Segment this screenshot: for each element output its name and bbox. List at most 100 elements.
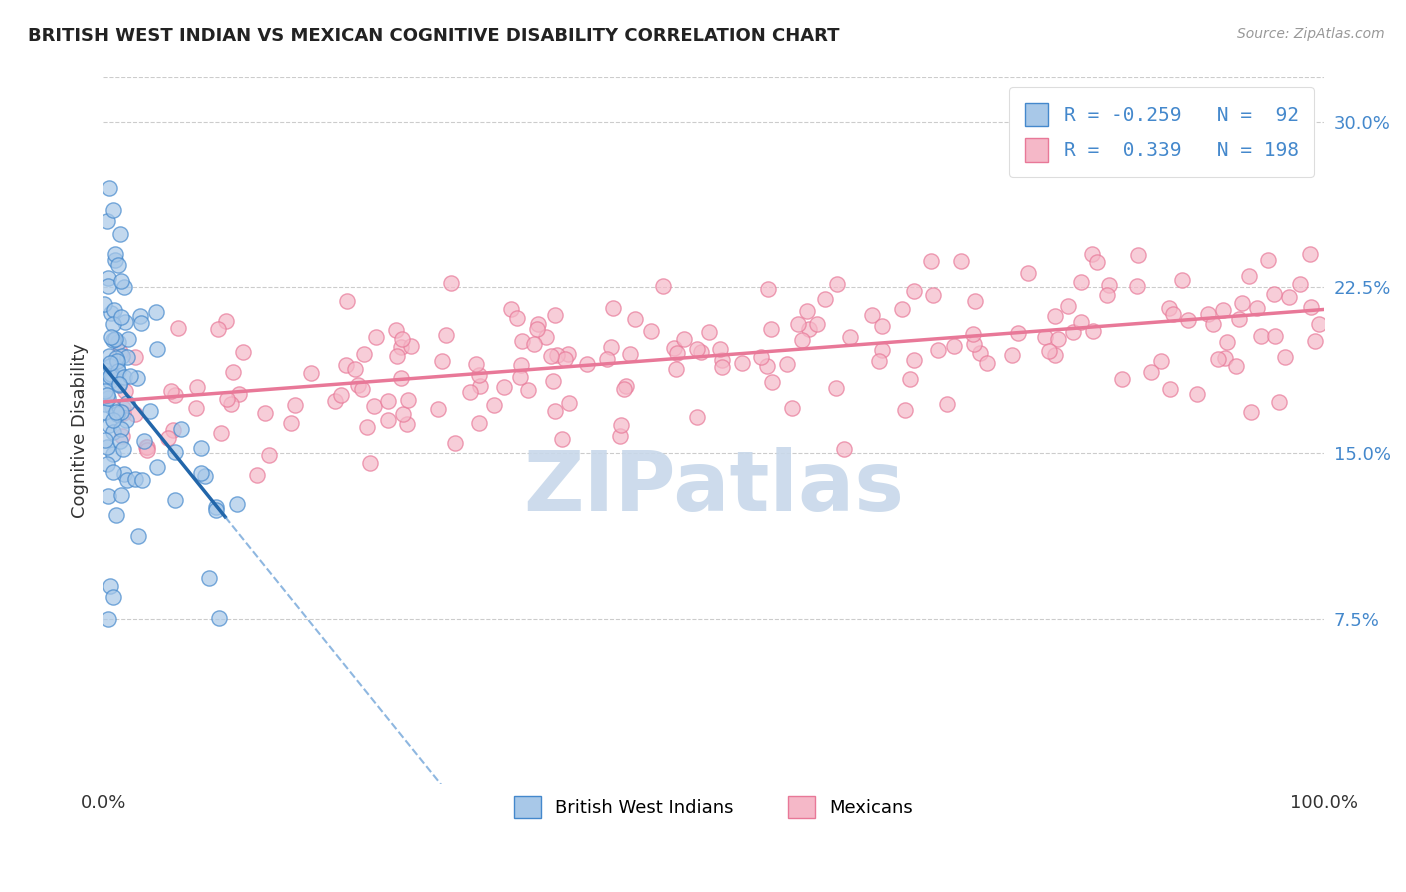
Point	[610, 418, 633, 433]
Point	[221, 365, 243, 379]
Point	[136, 440, 159, 454]
Point	[440, 276, 463, 290]
Point	[1038, 343, 1060, 358]
Point	[391, 332, 413, 346]
Point	[1080, 247, 1102, 261]
Point	[165, 492, 187, 507]
Point	[93, 384, 115, 398]
Point	[872, 319, 894, 334]
Point	[1177, 312, 1199, 326]
Point	[623, 312, 645, 326]
Point	[1070, 315, 1092, 329]
Point	[186, 379, 208, 393]
Point	[517, 384, 540, 398]
Point	[101, 590, 124, 604]
Point	[108, 345, 131, 359]
Point	[110, 405, 132, 419]
Point	[927, 343, 949, 358]
Point	[107, 334, 129, 349]
Point	[146, 460, 169, 475]
Point	[1289, 277, 1312, 292]
Point	[112, 467, 135, 481]
Point	[98, 417, 121, 432]
Point	[686, 410, 709, 425]
Point	[134, 434, 156, 448]
Point	[101, 368, 124, 383]
Point	[215, 392, 238, 406]
Point	[1257, 253, 1279, 268]
Point	[330, 388, 353, 402]
Point	[335, 358, 357, 372]
Point	[257, 449, 280, 463]
Point	[1240, 405, 1263, 419]
Point	[335, 294, 357, 309]
Point	[711, 359, 734, 374]
Point	[963, 293, 986, 308]
Point	[1263, 286, 1285, 301]
Point	[962, 336, 984, 351]
Point	[756, 359, 779, 373]
Point	[124, 350, 146, 364]
Point	[969, 346, 991, 360]
Point	[226, 497, 249, 511]
Point	[129, 309, 152, 323]
Point	[870, 343, 893, 357]
Point	[100, 306, 122, 320]
Point	[1007, 326, 1029, 340]
Point	[124, 472, 146, 486]
Point	[96, 214, 118, 228]
Point	[108, 378, 131, 392]
Point	[159, 384, 181, 399]
Point	[97, 271, 120, 285]
Point	[1206, 351, 1229, 366]
Point	[1057, 300, 1080, 314]
Point	[922, 288, 945, 302]
Point	[209, 425, 232, 440]
Point	[1081, 325, 1104, 339]
Point	[101, 202, 124, 217]
Point	[550, 432, 572, 446]
Point	[1212, 302, 1234, 317]
Point	[194, 469, 217, 483]
Point	[145, 305, 167, 319]
Point	[114, 384, 136, 399]
Point	[170, 422, 193, 436]
Point	[697, 325, 720, 339]
Point	[651, 279, 673, 293]
Point	[527, 317, 550, 331]
Point	[98, 375, 121, 389]
Point	[1157, 301, 1180, 315]
Point	[98, 359, 121, 373]
Point	[215, 313, 238, 327]
Point	[640, 324, 662, 338]
Point	[110, 422, 132, 436]
Point	[392, 407, 415, 421]
Point	[458, 385, 481, 400]
Point	[98, 356, 121, 370]
Point	[112, 370, 135, 384]
Legend: British West Indians, Mexicans: British West Indians, Mexicans	[506, 789, 921, 825]
Point	[352, 382, 374, 396]
Point	[112, 442, 135, 456]
Point	[1033, 330, 1056, 344]
Point	[246, 468, 269, 483]
Point	[523, 337, 546, 351]
Point	[534, 330, 557, 344]
Point	[104, 252, 127, 267]
Point	[359, 456, 381, 470]
Point	[110, 488, 132, 502]
Point	[115, 473, 138, 487]
Point	[780, 401, 803, 415]
Point	[950, 254, 973, 268]
Point	[364, 330, 387, 344]
Point	[1299, 300, 1322, 314]
Point	[749, 350, 772, 364]
Point	[558, 395, 581, 409]
Point	[96, 440, 118, 454]
Point	[377, 413, 399, 427]
Point	[100, 367, 122, 381]
Point	[1140, 365, 1163, 379]
Point	[1213, 351, 1236, 365]
Point	[163, 388, 186, 402]
Point	[1185, 386, 1208, 401]
